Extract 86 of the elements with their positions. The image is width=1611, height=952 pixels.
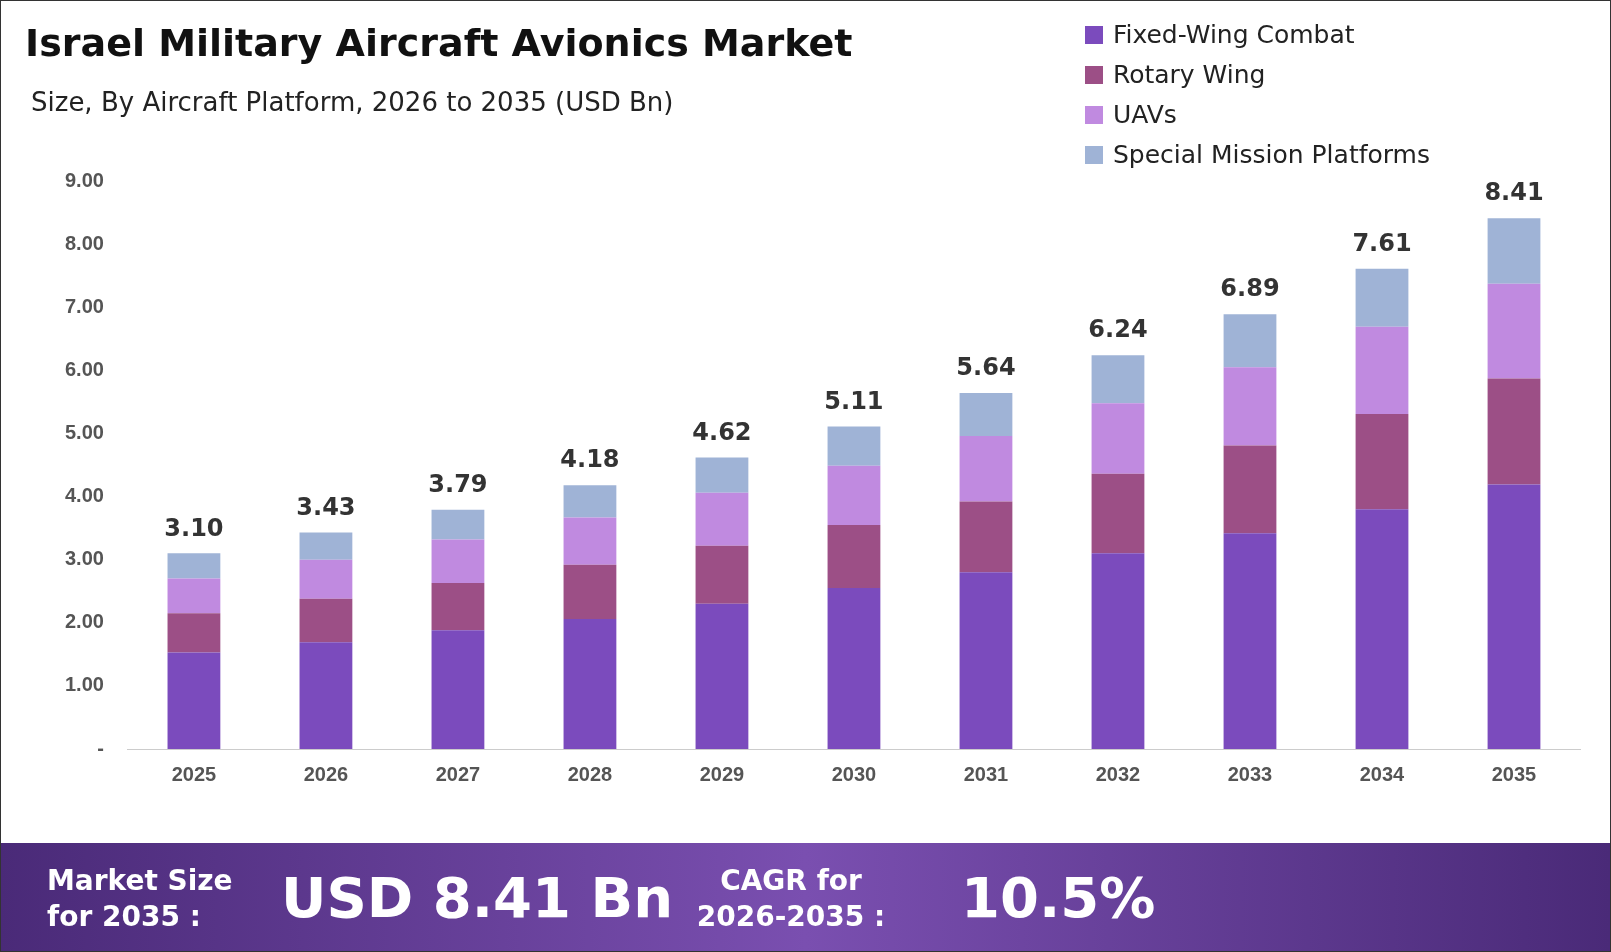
bar — [431, 630, 485, 749]
bar — [1487, 283, 1541, 379]
y-tick-label: 4.00 — [64, 484, 104, 507]
bar — [1091, 355, 1145, 404]
text: CAGR for 2026-2035 : — [695, 863, 887, 935]
bar — [1487, 378, 1541, 485]
bar — [959, 572, 1013, 749]
x-tick-label: 2033 — [1227, 762, 1273, 785]
bar — [167, 652, 221, 749]
total-label: 4.18 — [560, 445, 620, 474]
x-tick-label: 2035 — [1491, 762, 1537, 785]
bar — [1487, 218, 1541, 284]
bar — [959, 435, 1013, 502]
legend-label: UAVs — [1112, 100, 1177, 129]
y-tick-label: 2.00 — [64, 610, 104, 633]
x-tick-label: 2030 — [831, 762, 877, 785]
x-tick-label: 2027 — [435, 762, 481, 785]
y-tick-label: 7.00 — [64, 294, 104, 317]
total-label: 5.11 — [824, 386, 884, 415]
total-label: 7.61 — [1352, 228, 1412, 257]
bar — [827, 426, 881, 466]
bar — [563, 564, 617, 619]
bar — [431, 583, 485, 631]
chart-title: Israel Military Aircraft Avionics Market — [25, 21, 853, 65]
x-tick-label: 2029 — [699, 762, 745, 785]
legend-label: Special Mission Platforms — [1112, 140, 1430, 169]
bar — [695, 492, 749, 546]
bar — [431, 539, 485, 584]
bar — [959, 393, 1013, 436]
y-tick-label: 8.00 — [64, 231, 104, 254]
bar — [1355, 413, 1409, 510]
bar — [695, 545, 749, 604]
total-label: 3.10 — [164, 513, 224, 542]
y-tick-label: 5.00 — [64, 420, 104, 443]
legend-label: Fixed-Wing Combat — [1112, 20, 1355, 49]
bar — [167, 613, 221, 653]
bar — [299, 598, 353, 643]
total-label: 4.62 — [692, 417, 752, 446]
bar — [1091, 403, 1145, 474]
bar — [1091, 553, 1145, 749]
bar — [299, 559, 353, 599]
bar — [1223, 533, 1277, 749]
bar — [563, 485, 617, 518]
total-label: 3.43 — [296, 492, 356, 521]
y-tick-label: 9.00 — [64, 168, 104, 191]
bar — [1355, 326, 1409, 414]
y-tick-label: 6.00 — [64, 357, 104, 380]
bar — [959, 501, 1013, 573]
bar — [1487, 484, 1541, 749]
total-label: 6.24 — [1088, 315, 1148, 344]
bar — [1355, 268, 1409, 327]
total-label: 3.79 — [428, 470, 488, 499]
bar — [1223, 314, 1277, 368]
total-label: 5.64 — [956, 353, 1016, 382]
x-tick-label: 2034 — [1359, 762, 1406, 785]
x-tick-label: 2028 — [567, 762, 613, 785]
bar — [563, 618, 617, 749]
bar — [1223, 445, 1277, 534]
bar — [167, 553, 221, 579]
bar — [695, 603, 749, 749]
bar — [695, 457, 749, 493]
bar — [827, 524, 881, 589]
bar — [299, 532, 353, 560]
legend-label: Rotary Wing — [1112, 60, 1266, 89]
bar — [1355, 509, 1409, 749]
bar — [1223, 367, 1277, 446]
bar — [299, 642, 353, 749]
bar — [167, 578, 221, 614]
total-label: 8.41 — [1484, 178, 1544, 207]
y-tick-label: - — [97, 736, 104, 759]
x-tick-label: 2025 — [171, 762, 217, 785]
y-tick-label: 3.00 — [64, 547, 104, 570]
text: USD 8.41 Bn — [281, 865, 673, 930]
x-tick-label: 2032 — [1095, 762, 1141, 785]
chart-subtitle: Size, By Aircraft Platform, 2026 to 2035 (USD Bn) — [31, 87, 674, 117]
bar — [827, 465, 881, 525]
text: Market Size for 2035 : — [47, 863, 234, 935]
bar — [1091, 473, 1145, 554]
bar — [827, 588, 881, 749]
y-tick-label: 1.00 — [64, 673, 104, 696]
total-label: 6.89 — [1220, 274, 1280, 303]
text: 10.5% — [961, 865, 1156, 930]
bar — [431, 509, 485, 540]
bar — [563, 517, 617, 565]
x-tick-label: 2026 — [303, 762, 349, 785]
x-tick-label: 2031 — [963, 762, 1009, 785]
